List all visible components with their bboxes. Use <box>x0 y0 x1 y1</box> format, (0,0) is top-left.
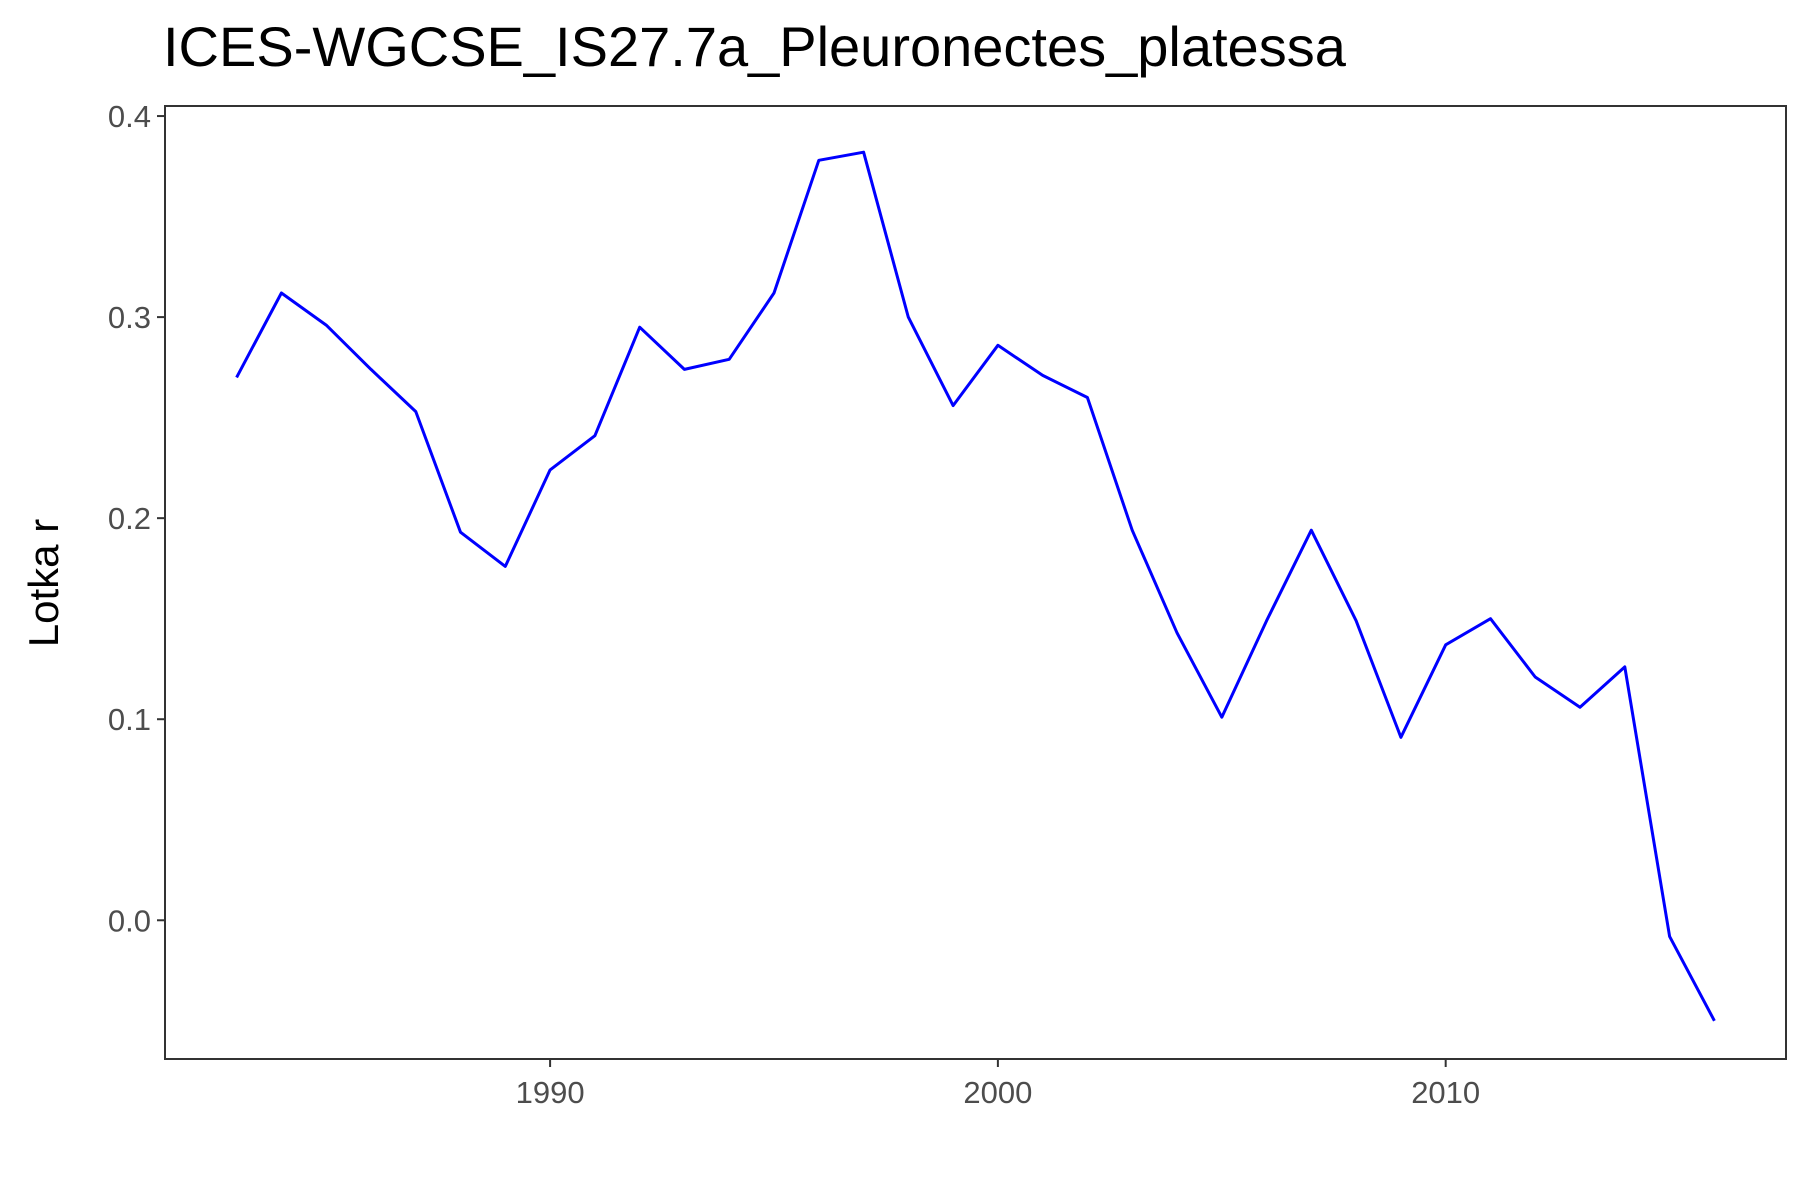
y-tick-label: 0.1 <box>108 702 151 737</box>
y-tick-label: 0.2 <box>108 501 151 536</box>
series-line <box>235 150 1716 1022</box>
x-tick-label: 1990 <box>516 1075 585 1110</box>
y-axis: 0.0 0.1 0.2 0.3 0.4 <box>108 99 165 938</box>
chart-title: ICES-WGCSE_IS27.7a_Pleuronectes_platessa <box>163 15 1347 78</box>
y-axis-label: Lotka r <box>20 519 67 647</box>
y-tick-label: 0.4 <box>108 99 151 134</box>
y-tick-label: 0.0 <box>108 903 151 938</box>
panel-border <box>164 105 1787 1060</box>
x-tick-label: 2010 <box>1411 1075 1480 1110</box>
x-tick-label: 2000 <box>963 1075 1032 1110</box>
x-axis: 1990 2000 2010 <box>516 1059 1480 1110</box>
y-tick-label: 0.3 <box>108 300 151 335</box>
plot-area <box>235 150 1716 1022</box>
